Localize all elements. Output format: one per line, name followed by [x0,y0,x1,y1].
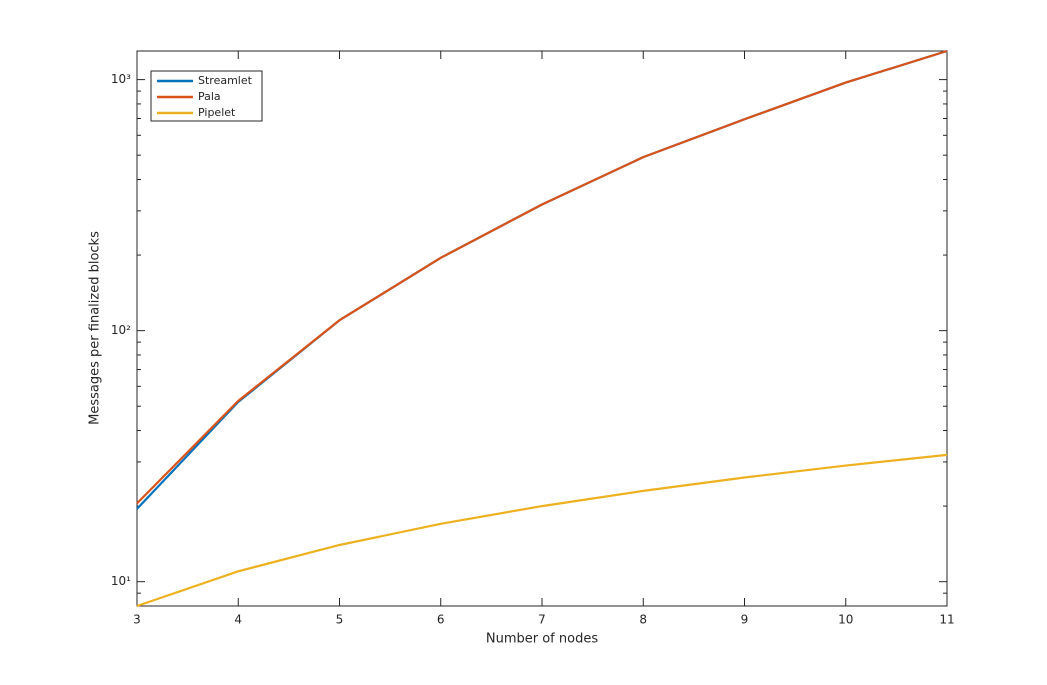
legend-label: Streamlet [198,74,253,87]
x-tick-label: 10 [838,613,853,627]
x-tick-label: 4 [234,613,242,627]
legend-label: Pala [198,90,221,103]
x-tick-label: 8 [639,613,647,627]
y-tick-label: 10³ [111,72,131,86]
y-tick-label: 10¹ [111,574,131,588]
x-tick-label: 6 [437,613,445,627]
x-tick-label: 9 [741,613,749,627]
series-line [136,453,948,608]
x-tick-label: 11 [939,613,954,627]
y-axis-label: Messages per finalized blocks [88,231,103,425]
series-line [136,49,948,505]
x-tick-label: 7 [538,613,546,627]
x-axis-label: Number of nodes [486,632,598,647]
y-tick-label: 10² [111,323,131,337]
x-tick-label: 3 [133,613,141,627]
x-tick-label: 5 [336,613,344,627]
legend-label: Pipelet [198,106,236,119]
